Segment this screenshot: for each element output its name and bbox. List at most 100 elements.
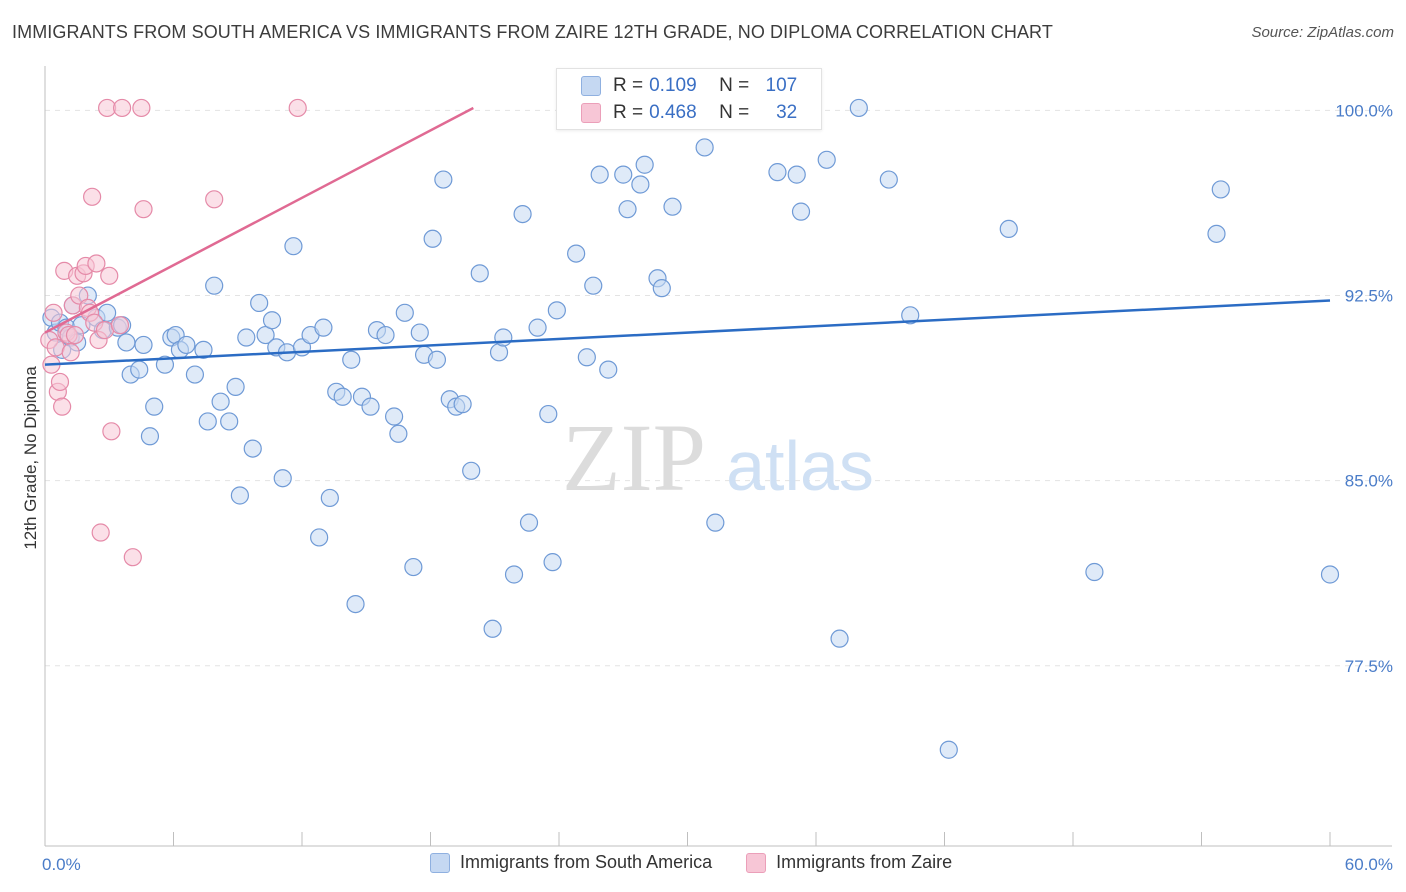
data-point	[453, 395, 472, 414]
data-point	[528, 318, 547, 337]
data-point	[361, 397, 380, 416]
data-point	[404, 557, 423, 577]
data-point	[519, 513, 539, 532]
data-point	[787, 165, 806, 184]
data-point	[198, 412, 217, 431]
data-point	[140, 427, 160, 446]
data-point	[663, 197, 682, 216]
data-point	[155, 355, 175, 374]
legend-item-zaire[interactable]: Immigrants from Zaire	[746, 852, 952, 873]
legend-item-south-america[interactable]: Immigrants from South America	[430, 852, 712, 873]
source-label: Source: ZipAtlas.com	[1251, 24, 1394, 41]
data-point	[112, 98, 132, 118]
legend-label: Immigrants from Zaire	[776, 852, 953, 872]
legend-r-value: 0.468	[649, 102, 697, 123]
data-point	[635, 155, 654, 174]
data-point	[879, 170, 898, 189]
data-point	[494, 328, 513, 347]
data-point	[539, 404, 558, 424]
legend-n-label: N =	[719, 75, 750, 96]
data-point	[87, 254, 106, 273]
data-point	[284, 237, 303, 256]
data-point	[543, 553, 562, 572]
data-point	[652, 279, 671, 298]
data-point	[584, 276, 603, 295]
legend-row-blue: R = 0.109 N = 107	[581, 74, 797, 98]
data-point	[395, 303, 414, 322]
data-point	[1085, 562, 1104, 582]
y-tick-label: 92.5%	[1345, 287, 1393, 306]
data-point	[1320, 565, 1340, 584]
data-point	[346, 595, 365, 614]
data-point	[791, 202, 811, 221]
data-point	[185, 365, 205, 384]
data-point	[194, 340, 213, 359]
data-point	[631, 175, 650, 194]
data-point	[410, 323, 429, 342]
data-point	[618, 200, 637, 219]
data-point	[123, 548, 142, 567]
trend-line-south-america	[44, 299, 1331, 366]
data-point	[513, 205, 532, 224]
data-point	[110, 316, 130, 335]
data-point	[220, 412, 239, 431]
watermark: ZIP atlas	[562, 404, 874, 511]
legend-label: Immigrants from South America	[460, 852, 713, 872]
axes	[44, 66, 1392, 847]
data-point	[376, 325, 395, 345]
data-point	[423, 229, 442, 248]
data-point	[333, 387, 352, 406]
data-point	[250, 293, 269, 313]
legend-r-label: R =	[613, 102, 644, 123]
tick-labels: 77.5% 85.0% 92.5% 100.0% 0.0% 60.0%	[42, 101, 1393, 874]
data-point	[117, 333, 136, 352]
data-point	[91, 523, 110, 542]
data-point	[53, 397, 72, 416]
data-point	[427, 350, 447, 369]
y-tick-label: 100.0%	[1335, 101, 1393, 120]
data-point	[273, 469, 292, 488]
data-point	[434, 170, 453, 189]
legend-row-pink: R = 0.468 N = 32	[581, 101, 797, 125]
legend-swatch-pink	[581, 103, 601, 123]
chart-title: IMMIGRANTS FROM SOUTH AMERICA VS IMMIGRA…	[12, 22, 1053, 42]
data-point	[237, 328, 256, 347]
data-point	[230, 486, 249, 505]
data-point	[262, 311, 282, 330]
data-point	[1211, 180, 1230, 199]
legend-swatch-blue	[581, 76, 601, 96]
data-point	[830, 629, 849, 648]
data-point	[599, 360, 618, 379]
data-point	[226, 377, 245, 396]
data-point	[134, 335, 153, 355]
data-point	[320, 488, 339, 508]
data-point	[999, 219, 1018, 239]
data-point	[205, 276, 224, 295]
watermark-zip: ZIP	[562, 404, 706, 511]
data-point	[1207, 224, 1226, 243]
data-point	[462, 461, 481, 480]
stats-legend: R = 0.109 N = 107 R = 0.468 N = 32	[556, 68, 822, 130]
data-point	[768, 163, 787, 182]
data-point	[849, 98, 868, 118]
data-point	[695, 138, 714, 157]
legend-r-label: R =	[613, 75, 644, 96]
data-point	[145, 397, 164, 416]
watermark-atlas: atlas	[726, 427, 874, 505]
data-point	[310, 528, 329, 547]
series-legend: Immigrants from South America Immigrants…	[430, 852, 986, 873]
data-point	[65, 325, 85, 345]
data-point	[314, 318, 333, 337]
legend-r-value: 0.109	[649, 75, 697, 96]
data-point	[61, 343, 80, 362]
data-point	[470, 264, 489, 283]
y-tick-label: 85.0%	[1345, 472, 1393, 491]
data-point	[132, 98, 151, 118]
data-point	[577, 348, 596, 367]
data-point	[504, 565, 524, 584]
data-point	[567, 244, 586, 263]
data-point	[70, 286, 89, 305]
data-point	[243, 439, 262, 458]
data-point	[211, 392, 230, 411]
